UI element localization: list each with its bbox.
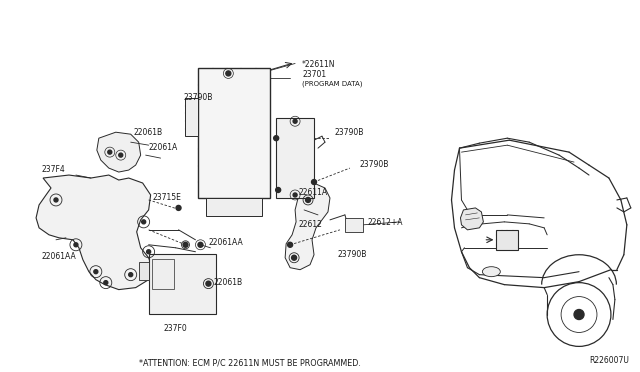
Bar — [148, 254, 216, 314]
Text: 22061A: 22061A — [148, 143, 178, 152]
Text: 23790B: 23790B — [338, 250, 367, 259]
Circle shape — [287, 242, 292, 247]
Circle shape — [226, 71, 231, 76]
Text: 23701: 23701 — [302, 70, 326, 80]
Circle shape — [141, 220, 146, 224]
Bar — [152, 259, 173, 289]
Circle shape — [276, 187, 281, 192]
Circle shape — [293, 119, 297, 123]
Circle shape — [183, 242, 188, 247]
Bar — [345, 218, 363, 232]
Text: *22611N: *22611N — [302, 61, 335, 70]
Text: R226007U: R226007U — [589, 356, 629, 365]
Circle shape — [147, 250, 150, 254]
Polygon shape — [97, 132, 141, 172]
Text: 22061B: 22061B — [213, 278, 243, 287]
Circle shape — [104, 280, 108, 285]
Text: 23790B: 23790B — [335, 128, 364, 137]
Text: *ATTENTION: ECM P/C 22611N MUST BE PROGRAMMED.: *ATTENTION: ECM P/C 22611N MUST BE PROGR… — [139, 358, 361, 367]
Text: 23715E: 23715E — [152, 193, 182, 202]
Polygon shape — [285, 184, 330, 270]
Circle shape — [574, 310, 584, 320]
Text: 22611A: 22611A — [298, 188, 327, 197]
Circle shape — [305, 198, 310, 202]
Circle shape — [198, 242, 203, 247]
Circle shape — [293, 193, 297, 197]
Text: 22612+A: 22612+A — [368, 218, 403, 227]
Text: 22061AA: 22061AA — [41, 252, 76, 261]
Circle shape — [129, 273, 132, 277]
Circle shape — [94, 270, 98, 274]
Circle shape — [176, 205, 181, 211]
Text: 237F4: 237F4 — [41, 165, 65, 174]
Bar — [497, 230, 518, 250]
Circle shape — [119, 153, 123, 157]
Circle shape — [108, 150, 112, 154]
Text: 237F0: 237F0 — [164, 324, 188, 333]
Text: 23790B: 23790B — [184, 93, 213, 102]
Text: 23790B: 23790B — [360, 160, 389, 169]
Ellipse shape — [483, 267, 500, 277]
Polygon shape — [460, 208, 483, 230]
Circle shape — [54, 198, 58, 202]
Circle shape — [312, 180, 317, 185]
Text: 22061B: 22061B — [134, 128, 163, 137]
Circle shape — [74, 243, 78, 247]
Bar — [139, 262, 148, 280]
Circle shape — [292, 255, 296, 260]
Bar — [198, 68, 270, 198]
Text: 22061AA: 22061AA — [209, 238, 243, 247]
Polygon shape — [36, 175, 152, 290]
Bar — [276, 118, 314, 198]
Bar — [207, 198, 262, 216]
Bar — [184, 98, 198, 136]
Circle shape — [206, 281, 211, 286]
Circle shape — [274, 136, 278, 141]
Text: 22612: 22612 — [298, 220, 322, 229]
Text: (PROGRAM DATA): (PROGRAM DATA) — [302, 80, 363, 87]
